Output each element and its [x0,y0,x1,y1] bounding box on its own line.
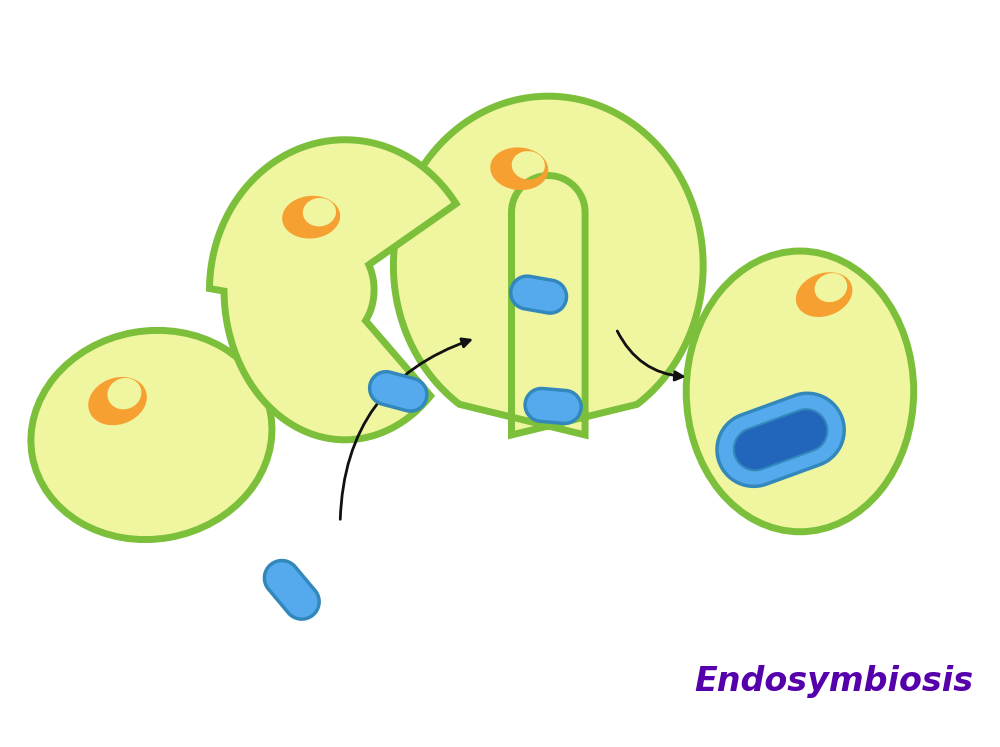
Polygon shape [525,388,581,424]
Ellipse shape [31,330,272,539]
Text: Endosymbiosis: Endosymbiosis [694,666,973,698]
Polygon shape [393,96,703,435]
Polygon shape [717,393,844,486]
Polygon shape [511,276,566,313]
Polygon shape [264,560,319,619]
Polygon shape [210,140,456,440]
PathPatch shape [796,272,852,317]
Polygon shape [370,372,427,411]
PathPatch shape [490,147,548,190]
PathPatch shape [282,196,340,238]
Polygon shape [734,409,827,471]
PathPatch shape [88,377,147,425]
Ellipse shape [686,251,914,532]
